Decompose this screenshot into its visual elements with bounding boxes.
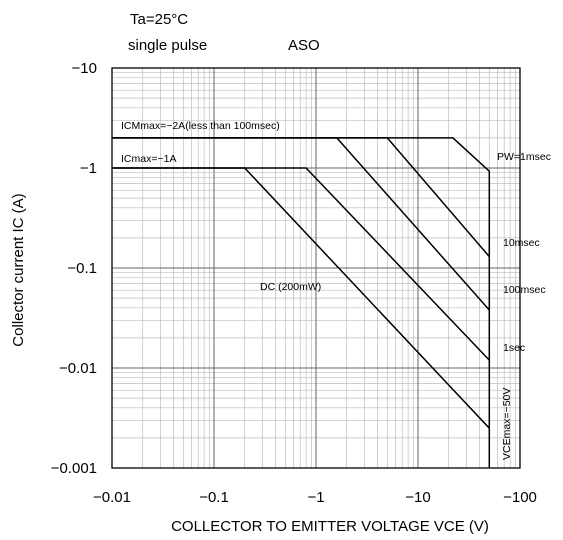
y-tick-labels: −0.001 −0.01 −0.1 −1 −10 [51,60,97,477]
series-line-0 [112,137,491,468]
y-tick-label: −1 [80,160,97,177]
series-line-3 [112,167,490,361]
y-tick-label: −10 [72,60,97,77]
icm-max-label: ICMmax=−2A(less than 100msec) [121,120,280,132]
series-label-100msec: 100msec [503,284,546,296]
series-label-1sec: 1sec [503,342,525,354]
condition-temperature: Ta=25°C [130,11,188,28]
chart-title: ASO [288,37,320,54]
y-tick-label: −0.1 [67,260,97,277]
series-lines [112,137,491,468]
grid [111,67,521,469]
series-label-10msec: 10msec [503,237,540,249]
series-line-4 [112,167,490,429]
series-line-2 [112,137,490,311]
ic-max-label: ICmax=−1A [121,153,176,165]
x-tick-labels: −0.01 −0.1 −1 −10 −100 [93,489,537,506]
x-tick-label: −100 [503,489,537,506]
x-tick-label: −10 [405,489,430,506]
series-label-pw-1msec: PW=1msec [497,151,551,163]
y-tick-label: −0.01 [59,360,97,377]
x-tick-label: −0.01 [93,489,131,506]
y-axis-label: Collector current IC (A) [10,193,27,346]
plot-frame [111,67,521,469]
y-tick-label: −0.001 [51,460,97,477]
condition-pulse: single pulse [128,37,207,54]
series-label-dc: DC (200mW) [260,281,321,293]
vce-max-label: VCEmax=−50V [501,388,513,460]
x-axis-label: COLLECTOR TO EMITTER VOLTAGE VCE (V) [171,518,489,535]
x-tick-label: −1 [307,489,324,506]
x-tick-label: −0.1 [199,489,229,506]
